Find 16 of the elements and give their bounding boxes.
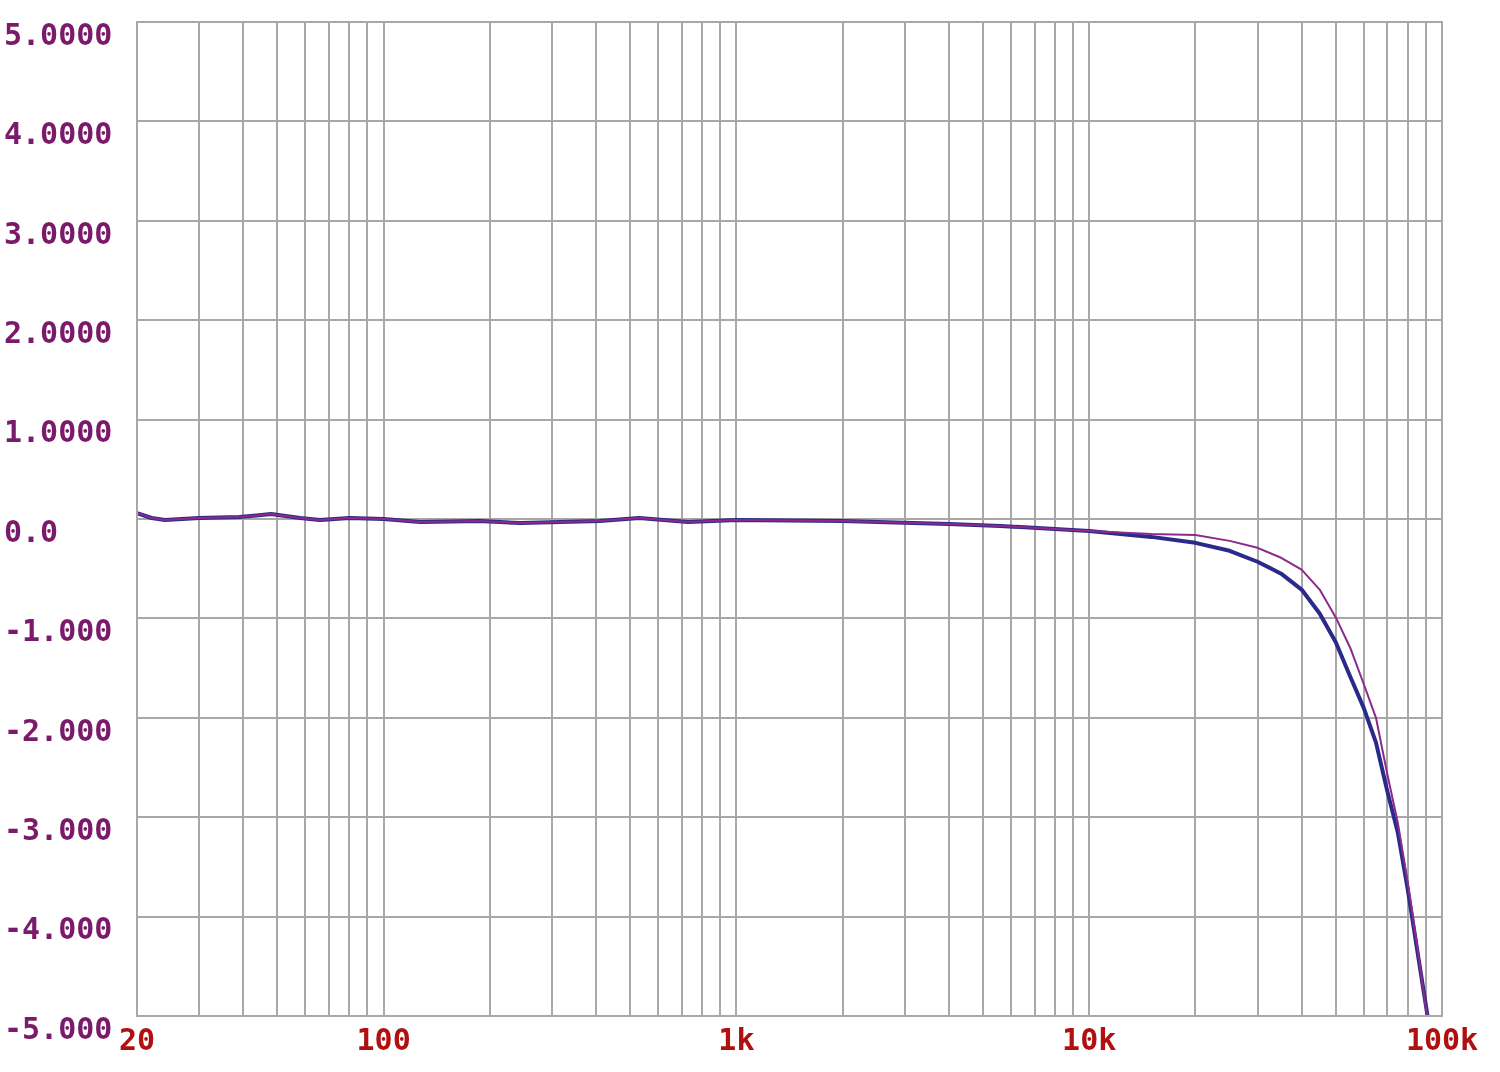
y-tick-label: 1.0000 [4,414,113,450]
y-tick-label: -5.000 [4,1010,113,1046]
y-tick-label: -4.000 [4,911,113,947]
y-tick-label: -3.000 [4,812,113,847]
y-tick-label: 2.0000 [4,315,113,350]
y-tick-label: -1.000 [4,613,113,649]
x-tick-label: 20 [118,1021,156,1057]
x-tick-label: 10k [1062,1021,1117,1057]
y-tick-label: 4.0000 [4,116,113,152]
x-tick-label: 1k [718,1021,755,1057]
y-tick-label: 5.0000 [4,16,113,52]
y-tick-label: -2.000 [4,712,113,748]
x-tick-label: 100k [1405,1021,1479,1057]
y-tick-label: 3.0000 [4,215,113,251]
y-tick-label: 0.0 [4,513,59,549]
x-tick-label: 100 [356,1021,411,1057]
